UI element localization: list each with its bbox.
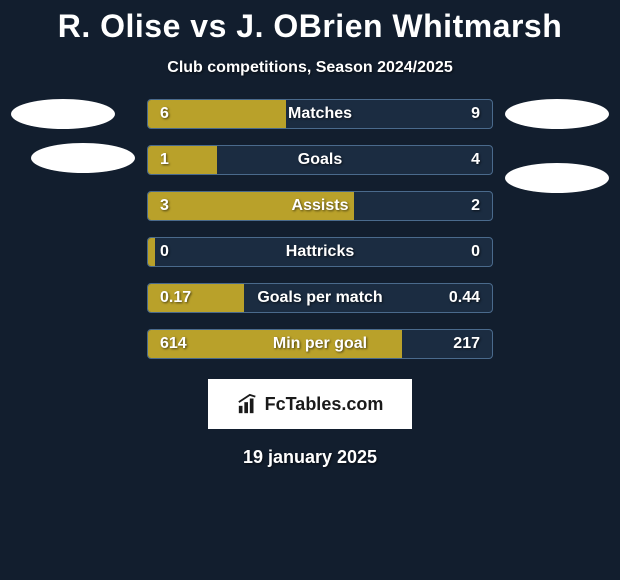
stat-label: Hattricks	[286, 243, 354, 261]
stat-value-right: 217	[453, 335, 480, 353]
chart-area: 6 Matches 9 1 Goals 4 3 Assists 2 0 Hattricks 0 0.17…	[0, 99, 620, 359]
stat-value-left: 0	[160, 243, 169, 261]
badge-ellipse	[505, 99, 609, 129]
stat-row: 6 Matches 9	[147, 99, 493, 129]
stat-value-right: 0	[471, 243, 480, 261]
stat-value-left: 6	[160, 105, 169, 123]
stat-label: Goals	[298, 151, 342, 169]
stat-bars: 6 Matches 9 1 Goals 4 3 Assists 2 0 Hattricks 0 0.17…	[147, 99, 493, 359]
stat-value-right: 2	[471, 197, 480, 215]
page-title: R. Olise vs J. OBrien Whitmarsh	[58, 8, 563, 45]
stat-row: 0.17 Goals per match 0.44	[147, 283, 493, 313]
stat-label: Min per goal	[273, 335, 367, 353]
stat-value-right: 9	[471, 105, 480, 123]
badge-ellipse	[505, 163, 609, 193]
stat-value-left: 614	[160, 335, 187, 353]
stat-value-right: 4	[471, 151, 480, 169]
date-label: 19 january 2025	[243, 447, 377, 468]
logo-text: FcTables.com	[265, 394, 384, 415]
page-subtitle: Club competitions, Season 2024/2025	[167, 59, 452, 77]
infographic-container: R. Olise vs J. OBrien Whitmarsh Club com…	[0, 0, 620, 580]
stat-value-right: 0.44	[449, 289, 480, 307]
chart-icon	[237, 393, 259, 415]
player-right-badges	[505, 99, 609, 193]
player-left-badges	[11, 99, 135, 173]
stat-row: 614 Min per goal 217	[147, 329, 493, 359]
bar-fill	[148, 146, 217, 174]
stat-value-left: 3	[160, 197, 169, 215]
stat-row: 3 Assists 2	[147, 191, 493, 221]
badge-ellipse	[31, 143, 135, 173]
source-logo: FcTables.com	[208, 379, 412, 429]
stat-row: 1 Goals 4	[147, 145, 493, 175]
badge-ellipse	[11, 99, 115, 129]
stat-label: Matches	[288, 105, 352, 123]
stat-label: Assists	[292, 197, 349, 215]
bar-fill	[148, 238, 155, 266]
stat-value-left: 1	[160, 151, 169, 169]
stat-label: Goals per match	[257, 289, 382, 307]
stat-value-left: 0.17	[160, 289, 191, 307]
stat-row: 0 Hattricks 0	[147, 237, 493, 267]
